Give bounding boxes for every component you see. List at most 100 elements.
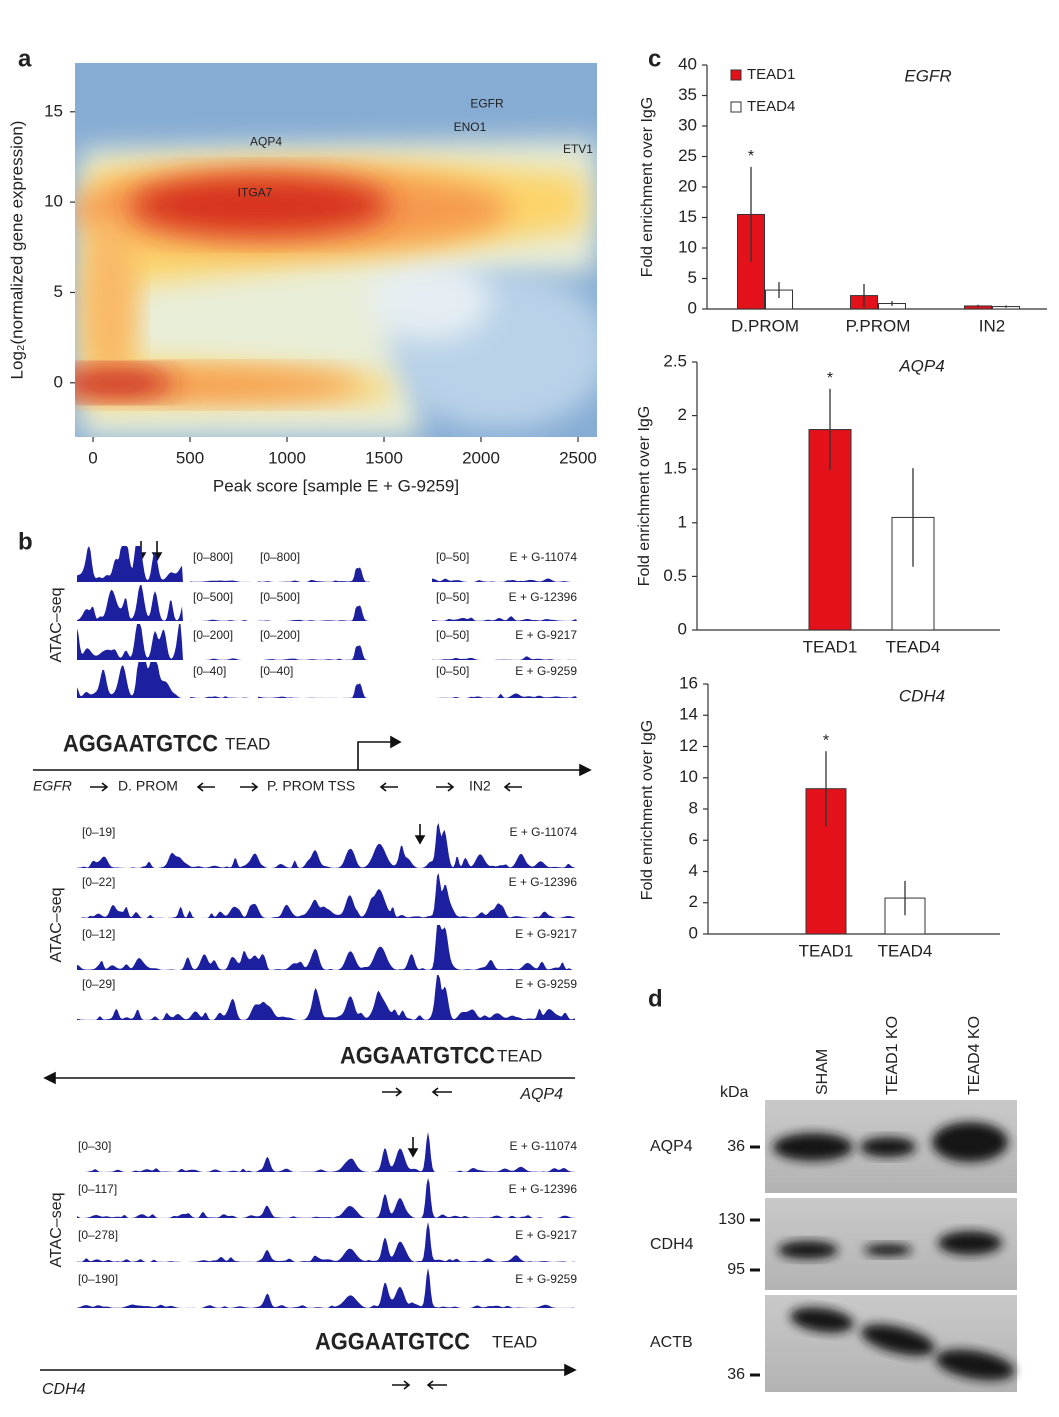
track-range: [0–500] <box>193 590 233 604</box>
x-tick-label: 2000 <box>462 448 500 467</box>
track-range: [0–200] <box>260 628 300 642</box>
x-tick-label: TEAD4 <box>878 941 933 960</box>
track-range: [0–50] <box>436 628 469 642</box>
protein-name: ACTB <box>650 1334 693 1351</box>
y-tick-label: 0 <box>678 619 687 638</box>
y-tick-label: 25 <box>678 146 697 165</box>
x-tick-label: TEAD1 <box>803 637 858 656</box>
atac-signal <box>432 616 577 621</box>
x-tick-label: 1000 <box>268 448 306 467</box>
y-tick-label: 2 <box>689 892 698 911</box>
sample-name: E + G-11074 <box>510 825 578 839</box>
y-tick-label: 15 <box>678 207 697 226</box>
blot-band <box>860 1137 916 1157</box>
y-tick-label: 40 <box>678 54 697 73</box>
y-axis-label: ATAC–seq <box>48 888 65 963</box>
track-range: [0–800] <box>193 550 233 564</box>
track-range: [0–40] <box>260 664 293 678</box>
lane-label: TEAD4 KO <box>966 1016 983 1095</box>
y-tick-label: 35 <box>678 85 697 104</box>
motif-logo: AGGAATGTCC <box>63 730 218 757</box>
density-map <box>75 63 597 437</box>
panel-label: d <box>648 985 663 1012</box>
atac-signal <box>258 567 370 582</box>
kda-marker: 36 <box>727 1138 745 1155</box>
significance-mark: * <box>827 370 833 387</box>
sample-name: E + G-11074 <box>510 550 578 564</box>
legend-swatch <box>730 69 742 81</box>
significance-mark: * <box>748 148 754 165</box>
atac-signal <box>77 925 575 970</box>
lane-label: SHAM <box>814 1049 831 1095</box>
legend-label: TEAD4 <box>747 98 795 115</box>
track-range: [0–19] <box>82 825 115 839</box>
y-tick-label: 2 <box>678 405 687 424</box>
blot-band <box>864 1244 912 1256</box>
sample-name: E + G-9259 <box>515 977 577 991</box>
region-label: D. PROM <box>118 778 178 794</box>
chart-title: EGFR <box>904 66 951 85</box>
atac-signal <box>258 645 370 660</box>
atac-signal <box>77 1222 575 1262</box>
atac-signal <box>190 658 250 660</box>
significance-mark: * <box>823 732 829 749</box>
y-tick-label: 5 <box>54 282 63 301</box>
gene-name: AQP4 <box>519 1086 563 1103</box>
x-axis-label: Peak score [sample E + G-9259] <box>213 476 459 495</box>
track-range: [0–50] <box>436 664 469 678</box>
unit-label: kDa <box>720 1084 749 1101</box>
sample-name: E + G-9259 <box>515 1272 577 1286</box>
motif-logo: AGGAATGTCC <box>315 1328 470 1355</box>
gene-name: CDH4 <box>42 1381 86 1398</box>
y-tick-label: 1.5 <box>663 459 687 478</box>
y-tick-label: 0.5 <box>663 566 687 585</box>
gene-label: ITGA7 <box>238 185 273 199</box>
atac-signal <box>77 823 575 868</box>
blot-band <box>773 1133 853 1161</box>
lane-label: TEAD1 KO <box>884 1016 901 1095</box>
y-tick-label: 6 <box>689 830 698 849</box>
track-range: [0–29] <box>82 977 115 991</box>
x-tick-label: D.PROM <box>731 316 799 335</box>
panel-label: c <box>648 45 661 72</box>
atac-signal <box>190 580 250 582</box>
protein-name: CDH4 <box>650 1236 694 1253</box>
atac-signal <box>190 619 250 621</box>
track-range: [0–278] <box>78 1228 118 1242</box>
atac-signal <box>77 873 575 918</box>
y-axis-label: ATAC–seq <box>48 1193 65 1268</box>
blot-band <box>932 1122 1008 1162</box>
blot-band <box>935 1349 1015 1381</box>
x-tick-label: 500 <box>176 448 204 467</box>
atac-signal <box>77 1132 575 1172</box>
gene-label: ENO1 <box>454 120 487 134</box>
gene-label: EGFR <box>470 97 504 111</box>
sample-name: E + G-12396 <box>509 1182 578 1196</box>
track-range: [0–22] <box>82 875 115 889</box>
atac-signal <box>190 696 250 698</box>
sample-name: E + G-9217 <box>515 927 577 941</box>
atac-signal <box>77 624 183 660</box>
x-tick-label: 1500 <box>365 448 403 467</box>
y-tick-label: 0 <box>689 923 698 942</box>
sample-name: E + G-12396 <box>509 875 578 889</box>
atac-signal <box>77 662 183 698</box>
track-range: [0–30] <box>78 1139 111 1153</box>
y-tick-label: 30 <box>678 115 697 134</box>
primer-arrows <box>90 782 522 1390</box>
gene-label: AQP4 <box>250 135 282 149</box>
x-tick-label: 2500 <box>559 448 597 467</box>
atac-signal <box>258 605 370 621</box>
atac-signal <box>432 578 577 582</box>
y-tick-label: 10 <box>679 767 698 786</box>
atac-signal <box>77 585 183 621</box>
y-axis-label: Fold enrichment over IgG <box>639 97 656 278</box>
legend-swatch <box>730 101 742 113</box>
atac-signal <box>77 1178 575 1218</box>
kda-marker: 36 <box>727 1366 745 1383</box>
chart-title: AQP4 <box>898 356 944 375</box>
y-tick-label: 15 <box>44 101 63 120</box>
y-tick-label: 10 <box>678 237 697 256</box>
y-tick-label: 2.5 <box>663 351 687 370</box>
